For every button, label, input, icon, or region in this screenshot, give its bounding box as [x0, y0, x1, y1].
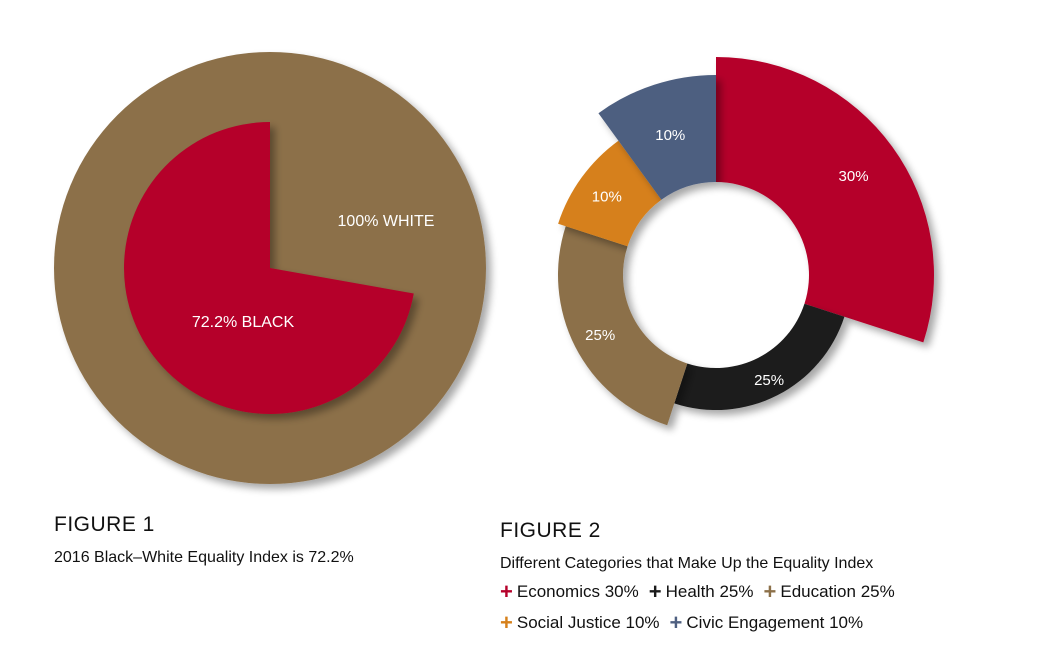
- label-economics: 30%: [839, 168, 869, 185]
- legend-row-1: + Economics 30% + Health 25% + Education…: [500, 581, 905, 603]
- plus-icon: +: [669, 610, 683, 635]
- legend-label-health: Health 25%: [665, 582, 754, 601]
- figure2-chart: 30% 25% 25% 10% 10%: [558, 57, 934, 426]
- label-black: 72.2% BLACK: [192, 314, 295, 331]
- slice-education: [558, 226, 688, 426]
- slice-health: [674, 303, 845, 411]
- figure1-label: FIGURE 1: [54, 513, 155, 536]
- figure1-chart: 100% WHITE 72.2% BLACK: [54, 52, 486, 484]
- legend-item-education: + Education 25%: [764, 581, 895, 603]
- plus-icon: +: [763, 579, 777, 604]
- legend-label-education: Education 25%: [780, 582, 895, 601]
- legend-row-2: + Social Justice 10% + Civic Engagement …: [500, 612, 873, 634]
- label-education: 25%: [585, 327, 615, 344]
- label-health: 25%: [754, 372, 784, 389]
- plus-icon: +: [500, 579, 513, 604]
- slice-civic-engagement: [598, 75, 716, 200]
- label-social-justice: 10%: [592, 189, 622, 206]
- legend-item-civic-engagement: + Civic Engagement 10%: [670, 612, 864, 634]
- figure2-caption: Different Categories that Make Up the Eq…: [500, 555, 874, 572]
- figure2-label: FIGURE 2: [500, 519, 601, 542]
- legend-item-social-justice: + Social Justice 10%: [500, 612, 660, 634]
- donut-hole: [624, 183, 808, 367]
- label-civic-engagement: 10%: [655, 127, 685, 144]
- slice-economics: [716, 57, 934, 343]
- slice-social-justice: [558, 140, 662, 247]
- legend-item-economics: + Economics 30%: [500, 581, 639, 603]
- label-white: 100% WHITE: [338, 213, 435, 230]
- legend-label-civic-engagement: Civic Engagement 10%: [686, 613, 864, 632]
- legend-item-health: + Health 25%: [649, 581, 754, 603]
- legend-label-economics: Economics 30%: [516, 582, 639, 601]
- plus-icon: +: [500, 610, 513, 635]
- slice-black: [124, 122, 414, 414]
- figure1-caption: 2016 Black–White Equality Index is 72.2%: [54, 549, 354, 566]
- legend-label-social-justice: Social Justice 10%: [516, 613, 660, 632]
- plus-icon: +: [648, 579, 662, 604]
